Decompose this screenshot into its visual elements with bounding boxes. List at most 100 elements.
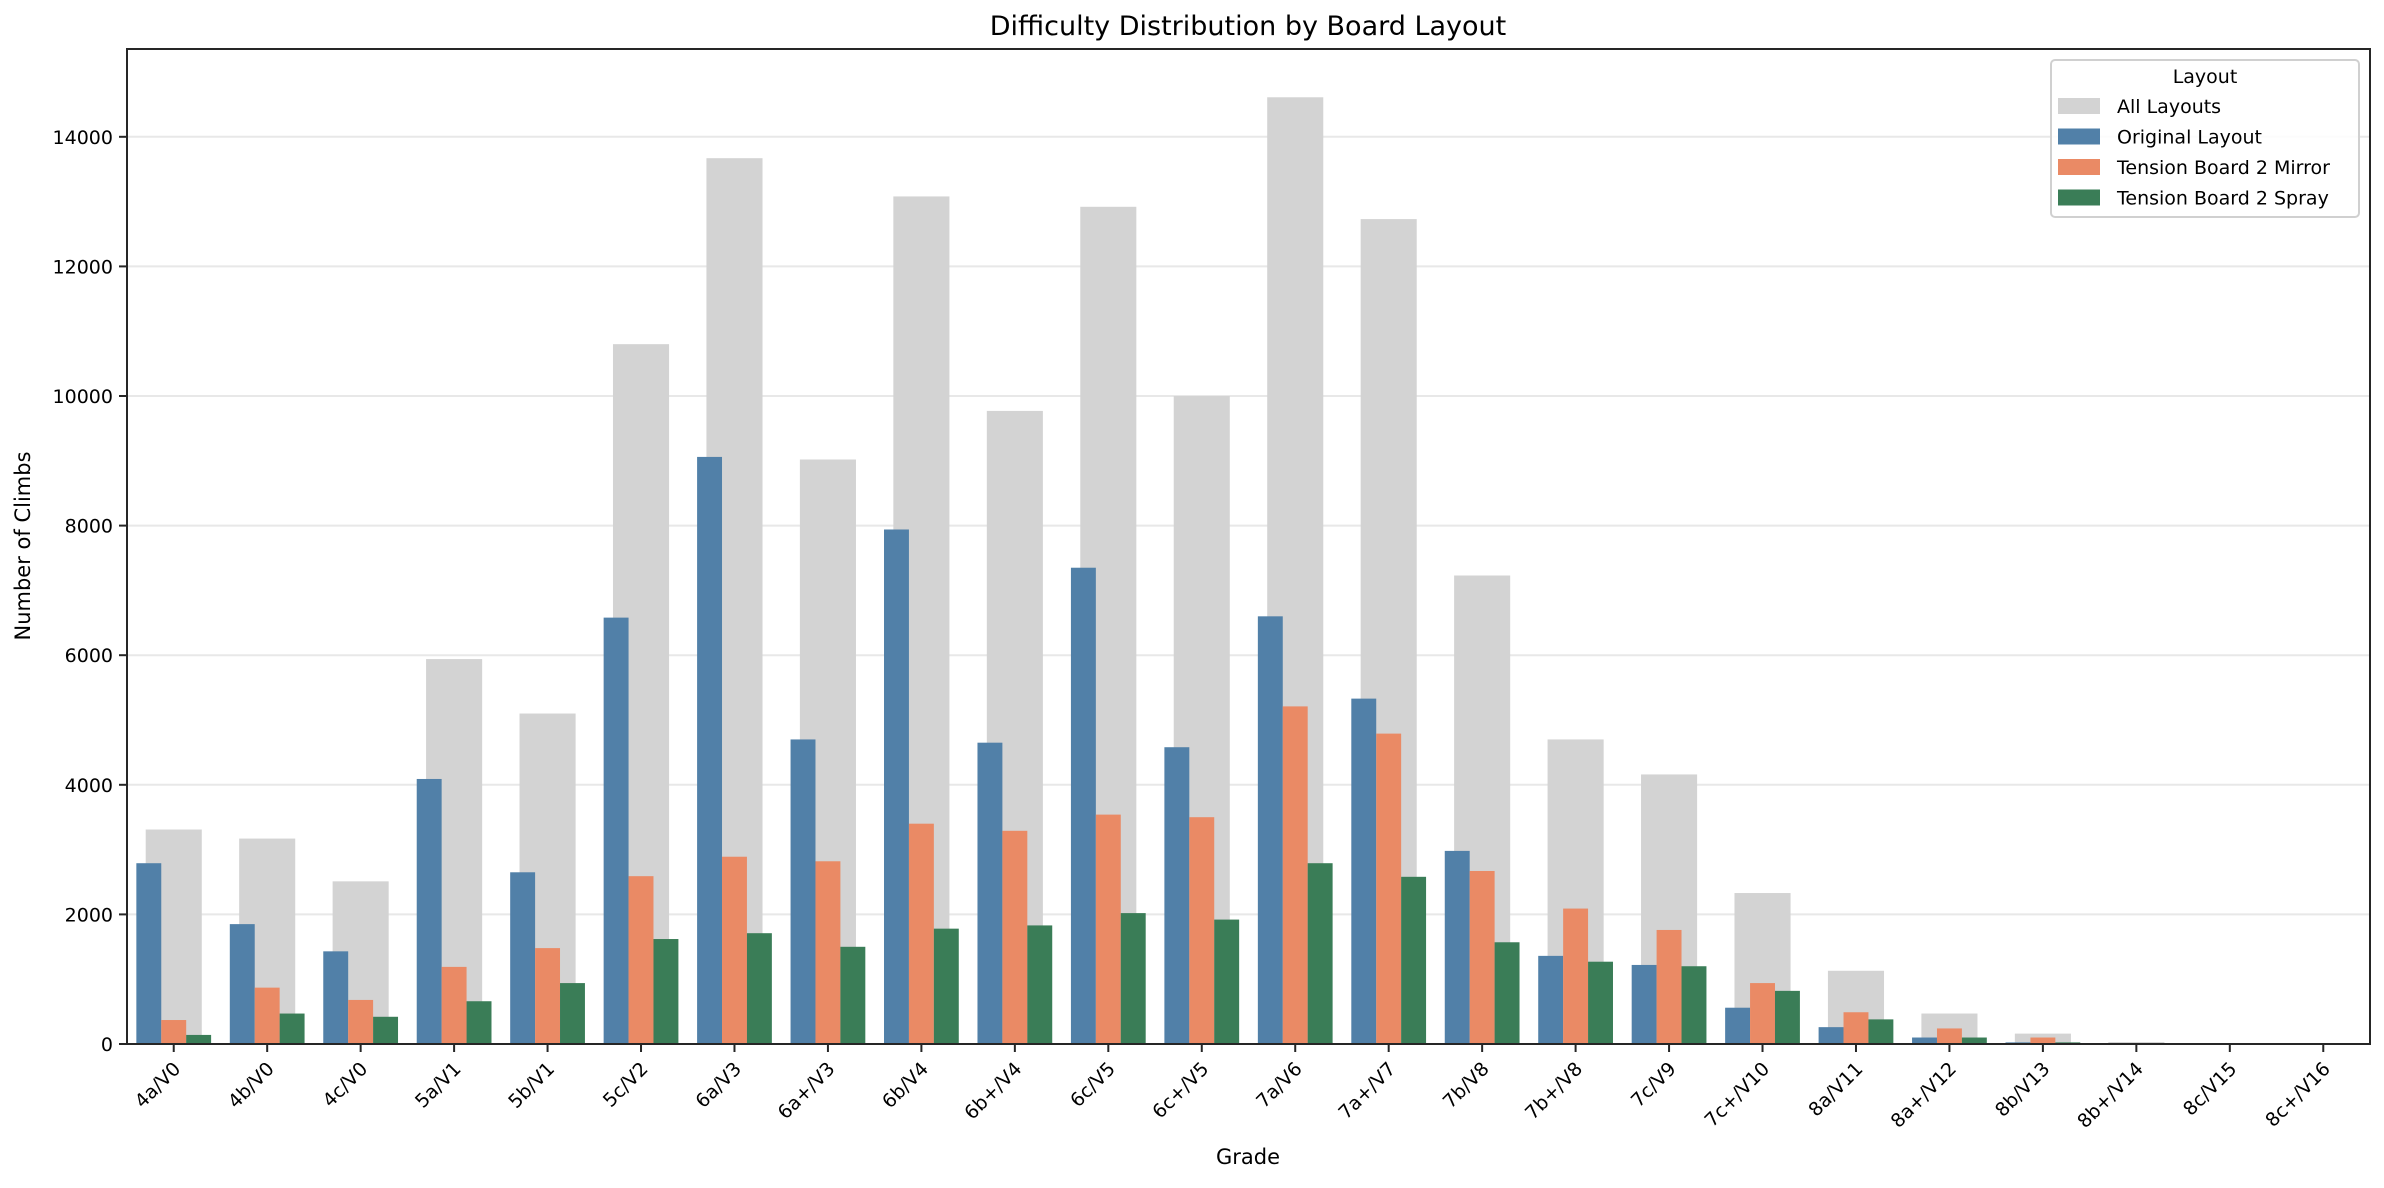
bar-tension-board-2-mirror [1657, 930, 1682, 1044]
x-tick-label: 7c+/V10 [1700, 1058, 1774, 1132]
bar-original-layout [510, 872, 535, 1044]
bar-original-layout [1725, 1008, 1750, 1044]
x-tick-label: 8a/V11 [1804, 1058, 1867, 1121]
bar-tension-board-2-mirror [1563, 909, 1588, 1044]
legend-label: Original Layout [2117, 127, 2262, 149]
y-tick-label: 10000 [53, 386, 113, 408]
x-tick-label: 8a+/V12 [1887, 1058, 1961, 1132]
bar-original-layout [1819, 1027, 1844, 1044]
legend-swatch [2058, 98, 2100, 114]
x-tick-label: 7b/V8 [1439, 1058, 1494, 1113]
bar-tension-board-2-mirror [1283, 706, 1308, 1044]
x-tick-label: 6a/V3 [691, 1058, 746, 1113]
x-tick-label: 6a+/V3 [774, 1058, 840, 1124]
x-tick-label: 5b/V1 [504, 1058, 559, 1113]
bar-tension-board-2-spray [1214, 920, 1239, 1044]
x-tick-label: 4b/V0 [224, 1058, 279, 1113]
x-tick-label: 8c/V15 [2179, 1058, 2241, 1120]
x-tick-label: 6c/V5 [1066, 1058, 1120, 1112]
y-tick-label: 6000 [65, 645, 113, 667]
bar-tension-board-2-mirror [1002, 831, 1027, 1044]
bar-tension-board-2-spray [1775, 991, 1800, 1044]
bar-original-layout [1632, 965, 1657, 1044]
bar-tension-board-2-spray [747, 933, 772, 1044]
bar-tension-board-2-mirror [255, 988, 280, 1044]
bar-tension-board-2-spray [1495, 942, 1520, 1044]
bar-original-layout [230, 924, 255, 1044]
x-tick-label: 7a/V6 [1252, 1058, 1307, 1113]
bar-original-layout [604, 618, 629, 1044]
bar-original-layout [1071, 568, 1096, 1044]
bar-original-layout [697, 457, 722, 1044]
bar-tension-board-2-mirror [1470, 871, 1495, 1044]
bar-original-layout [1538, 956, 1563, 1044]
legend-title: Layout [2173, 66, 2238, 88]
x-tick-label: 7c/V9 [1627, 1058, 1681, 1112]
chart-title: Difficulty Distribution by Board Layout [990, 11, 1507, 42]
bar-tension-board-2-mirror [815, 861, 840, 1044]
x-axis-ticks: 4a/V0 4b/V0 4c/V0 5a/V1 5b/V1 5c/V2 6a/V3 6a+/V… [131, 1044, 2335, 1133]
bar-tension-board-2-mirror [1937, 1028, 1962, 1044]
y-tick-label: 8000 [65, 516, 113, 538]
x-tick-label: 6b+/V4 [960, 1058, 1026, 1124]
x-tick-label: 7b+/V8 [1521, 1058, 1587, 1124]
bar-tension-board-2-mirror [1376, 734, 1401, 1044]
bar-original-layout [1164, 747, 1189, 1044]
bar-tension-board-2-spray [467, 1001, 492, 1044]
legend-swatch [2058, 129, 2100, 145]
bar-tension-board-2-spray [1027, 925, 1052, 1044]
x-tick-label: 4a/V0 [131, 1058, 186, 1113]
legend: Layout All Layouts Original Layout Tension… [2051, 60, 2359, 217]
bars [136, 97, 2360, 1044]
bar-tension-board-2-spray [280, 1014, 305, 1044]
bar-original-layout [1351, 699, 1376, 1044]
y-tick-label: 14000 [53, 127, 113, 149]
y-axis-label: Number of Climbs [11, 451, 35, 640]
bar-tension-board-2-spray [840, 947, 865, 1044]
bar-tension-board-2-spray [653, 939, 678, 1044]
bar-original-layout [136, 863, 161, 1044]
legend-label: Tension Board 2 Spray [2116, 188, 2329, 210]
bar-original-layout [884, 529, 909, 1044]
y-tick-label: 0 [101, 1034, 113, 1056]
bar-tension-board-2-mirror [348, 1000, 373, 1044]
bar-tension-board-2-mirror [1750, 983, 1775, 1044]
legend-label: All Layouts [2117, 96, 2221, 118]
y-tick-label: 2000 [65, 904, 113, 926]
bar-tension-board-2-spray [934, 929, 959, 1044]
bar-tension-board-2-spray [1121, 913, 1146, 1044]
bar-tension-board-2-spray [1588, 962, 1613, 1044]
bar-tension-board-2-spray [1682, 966, 1707, 1044]
x-tick-label: 5c/V2 [599, 1058, 653, 1112]
bar-tension-board-2-mirror [161, 1020, 186, 1044]
legend-label: Tension Board 2 Mirror [2116, 157, 2330, 179]
bar-tension-board-2-spray [1401, 877, 1426, 1044]
bar-tension-board-2-mirror [1189, 817, 1214, 1044]
bar-original-layout [417, 779, 442, 1044]
bar-tension-board-2-mirror [909, 824, 934, 1044]
bar-tension-board-2-mirror [1096, 815, 1121, 1044]
x-tick-label: 8b/V13 [1991, 1058, 2054, 1121]
bar-tension-board-2-spray [186, 1035, 211, 1044]
bar-tension-board-2-mirror [722, 857, 747, 1044]
bar-tension-board-2-spray [560, 983, 585, 1044]
bar-original-layout [977, 743, 1002, 1044]
bar-original-layout [1258, 616, 1283, 1044]
bar-original-layout [1445, 851, 1470, 1044]
y-axis-ticks: 0 2000 4000 6000 8000 10000 12000 14000 [53, 127, 127, 1056]
y-tick-label: 4000 [65, 775, 113, 797]
bar-tension-board-2-spray [373, 1017, 398, 1044]
legend-swatch [2058, 159, 2100, 175]
bar-original-layout [323, 951, 348, 1044]
bar-original-layout [791, 739, 816, 1044]
bar-tension-board-2-mirror [535, 948, 560, 1044]
x-tick-label: 5a/V1 [411, 1058, 466, 1113]
x-tick-label: 6c+/V5 [1148, 1058, 1213, 1123]
y-tick-label: 12000 [53, 256, 113, 278]
bar-tension-board-2-mirror [442, 967, 467, 1044]
x-tick-label: 8c+/V16 [2261, 1058, 2335, 1132]
legend-swatch [2058, 190, 2100, 206]
x-tick-label: 4c/V0 [318, 1058, 372, 1112]
bar-tension-board-2-mirror [1844, 1012, 1869, 1044]
